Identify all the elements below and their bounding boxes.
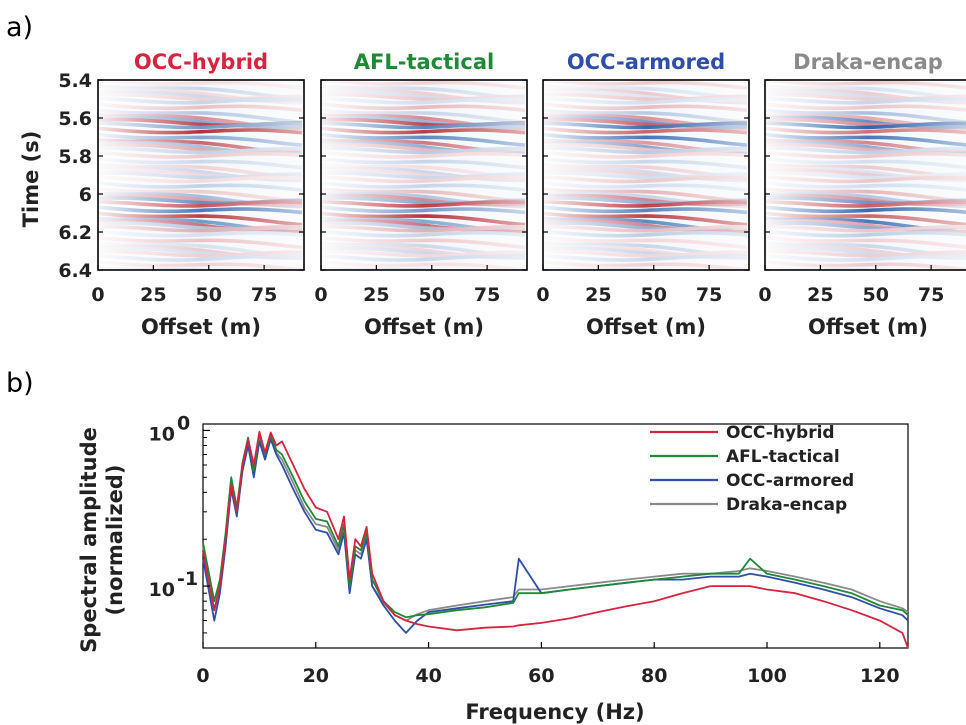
x-tick-label: 20: [303, 665, 329, 687]
heatmap-afl-tactical: AFL-tactical 0 25 50 75 Offset (m): [314, 50, 528, 339]
heatmap-xlabel: Offset (m): [808, 315, 928, 339]
x-tick-label: 0: [314, 284, 327, 306]
heatmap-frame: [97, 79, 305, 271]
heatmap-xlabel: Offset (m): [364, 315, 484, 339]
legend-label: AFL-tactical: [726, 447, 840, 467]
x-tick-label: 75: [474, 284, 500, 306]
heatmap-title: OCC-armored: [567, 50, 725, 74]
spectrum-ylabel: Spectral amplitude: [77, 427, 101, 653]
legend-label: OCC-hybrid: [726, 423, 835, 443]
x-tick-label: 25: [363, 284, 389, 306]
heatmap-title: OCC-hybrid: [134, 50, 268, 74]
heatmap-image: [543, 80, 749, 270]
x-tick-label: 0: [758, 284, 771, 306]
heatmap-fade: [321, 80, 527, 270]
x-tick-label: 50: [196, 284, 222, 306]
heatmap-title: AFL-tactical: [354, 50, 494, 74]
x-tick-label: 25: [807, 284, 833, 306]
x-tick-label: 0: [196, 665, 209, 687]
y-tick-label: 5.4: [58, 70, 92, 92]
panel-label-a: a): [6, 12, 33, 43]
x-tick-label: 25: [585, 284, 611, 306]
y-tick-label: 10: [149, 579, 175, 601]
heatmap-ylabel: Time (s): [19, 131, 43, 228]
x-tick-label: 50: [419, 284, 445, 306]
heatmap-fade: [98, 80, 304, 270]
heatmap-xlabel: Offset (m): [141, 315, 261, 339]
y-tick-exponent: 0: [177, 412, 190, 434]
x-tick-label: 50: [863, 284, 889, 306]
legend-label: OCC-armored: [726, 471, 854, 491]
x-tick-label: 75: [696, 284, 722, 306]
panel-label-b: b): [6, 368, 34, 399]
heatmap-xlabel: Offset (m): [586, 315, 706, 339]
heatmap-image: [765, 80, 966, 270]
x-tick-label: 120: [860, 665, 900, 687]
y-tick-label: 5.8: [58, 146, 92, 168]
series-line-occ-armored: [202, 438, 909, 634]
y-tick-label: 5.6: [58, 108, 92, 130]
heatmap-draka-encap: Draka-encap 0 25 50 75 Offset (m): [758, 50, 966, 339]
heatmap-title: Draka-encap: [793, 50, 943, 74]
x-tick-label: 100: [747, 665, 787, 687]
heatmap-image: [98, 80, 304, 270]
x-tick-label: 50: [641, 284, 667, 306]
x-tick-label: 25: [140, 284, 166, 306]
spectrum-series-lines: [202, 430, 909, 649]
heatmap-frame: [542, 79, 750, 271]
heatmap-fade: [543, 80, 749, 270]
heatmap-frame: [320, 79, 528, 271]
x-tick-label: 80: [641, 665, 667, 687]
legend: OCC-hybrid AFL-tactical OCC-armored Draka-e…: [650, 423, 854, 515]
heatmap-panels: OCC-hybrid 0 25 50 75 Offset (m) 5.4 5.6 5.8 6 6.2…: [58, 50, 966, 339]
x-tick-label: 0: [91, 284, 104, 306]
y-tick-label: 6.2: [58, 222, 92, 244]
y-tick-label: 10: [149, 423, 175, 445]
x-tick-label: 0: [536, 284, 549, 306]
spectrum-x-ticks: 0 20 40 60 80 100 120: [196, 642, 900, 687]
legend-label: Draka-encap: [726, 495, 847, 515]
heatmap-frame: [764, 79, 966, 271]
heatmap-occ-hybrid: OCC-hybrid 0 25 50 75 Offset (m) 5.4 5.6 5.8 6 6.2…: [58, 50, 305, 339]
x-tick-label: 75: [251, 284, 277, 306]
spectrum-ylabel-2: (normalized): [103, 465, 127, 616]
x-tick-label: 75: [918, 284, 944, 306]
y-tick-exponent: -1: [177, 568, 198, 590]
series-line-occ-hybrid: [202, 430, 909, 649]
spectrum-axes-frame: [202, 423, 909, 649]
x-tick-label: 60: [528, 665, 554, 687]
heatmap-image: [321, 80, 527, 270]
spectrum-xlabel: Frequency (Hz): [465, 700, 644, 724]
heatmap-occ-armored: OCC-armored 0 25 50 75 Offset (m): [536, 50, 750, 339]
x-tick-label: 40: [415, 665, 441, 687]
heatmap-fade: [765, 80, 966, 270]
y-tick-label: 6.4: [58, 260, 92, 282]
y-tick-label: 6: [79, 184, 92, 206]
